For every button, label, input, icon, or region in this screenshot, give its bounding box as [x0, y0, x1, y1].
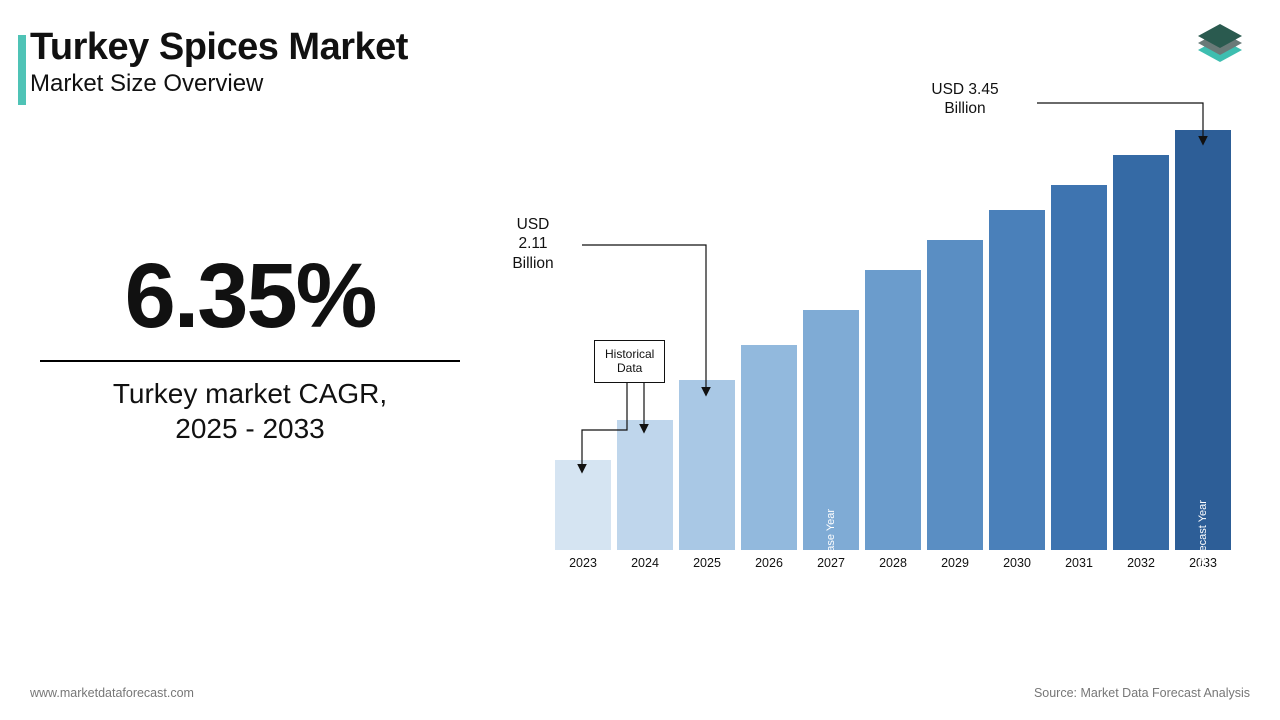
bar-vlabel-2027: Base Year [825, 509, 837, 559]
bar-2026 [741, 345, 797, 550]
bar-2032 [1113, 155, 1169, 550]
bar-2031 [1051, 185, 1107, 550]
bar-wrap-2030: 2030 [989, 210, 1045, 570]
bar-year-label-2023: 2023 [569, 556, 597, 570]
bar-2030 [989, 210, 1045, 550]
historical-line2: Data [617, 361, 642, 375]
bar-year-label-2025: 2025 [693, 556, 721, 570]
bar-2023 [555, 460, 611, 550]
cagr-caption: Turkey market CAGR, 2025 - 2033 [30, 376, 470, 446]
page-subtitle: Market Size Overview [30, 70, 408, 98]
bar-wrap-2033: Forecast Year2033 [1175, 130, 1231, 570]
title-accent-rule [18, 35, 26, 105]
bar-2029 [927, 240, 983, 550]
bar-year-label-2028: 2028 [879, 556, 907, 570]
callout-start-line1: USD [517, 216, 550, 233]
brand-logo [1190, 22, 1250, 74]
footer-source: Source: Market Data Forecast Analysis [1034, 686, 1250, 700]
callout-end-line1: USD 3.45 [931, 81, 998, 98]
bar-wrap-2031: 2031 [1051, 185, 1107, 570]
bar-2024 [617, 420, 673, 550]
bar-2027: Base Year [803, 310, 859, 550]
title-block: Turkey Spices Market Market Size Overvie… [30, 28, 408, 98]
callout-start-line2: 2.11 [518, 235, 547, 252]
cagr-value: 6.35% [30, 250, 470, 342]
historical-line1: Historical [605, 347, 654, 361]
bar-wrap-2023: 2023 [555, 460, 611, 570]
bar-year-label-2026: 2026 [755, 556, 783, 570]
bar-year-label-2029: 2029 [941, 556, 969, 570]
bar-wrap-2026: 2026 [741, 345, 797, 570]
cagr-divider [40, 360, 460, 362]
cagr-panel: 6.35% Turkey market CAGR, 2025 - 2033 [30, 250, 470, 446]
bar-wrap-2024: 2024 [617, 420, 673, 570]
bar-2025 [679, 380, 735, 550]
bar-year-label-2030: 2030 [1003, 556, 1031, 570]
cagr-caption-line2: 2025 - 2033 [175, 413, 324, 444]
stack-icon [1190, 22, 1250, 74]
bar-vlabel-2033: Forecast Year [1197, 500, 1209, 568]
bar-year-label-2024: 2024 [631, 556, 659, 570]
callout-start-value: USD 2.11 Billion [488, 215, 578, 273]
callout-end-value: USD 3.45 Billion [895, 80, 1035, 119]
page-title: Turkey Spices Market [30, 28, 408, 68]
bar-wrap-2028: 2028 [865, 270, 921, 570]
bar-2028 [865, 270, 921, 550]
bar-wrap-2025: 2025 [679, 380, 735, 570]
bar-year-label-2032: 2032 [1127, 556, 1155, 570]
bar-2033: Forecast Year [1175, 130, 1231, 550]
bar-wrap-2029: 2029 [927, 240, 983, 570]
callout-start-line3: Billion [512, 255, 553, 272]
page-root: Turkey Spices Market Market Size Overvie… [0, 0, 1280, 720]
callout-end-line2: Billion [944, 100, 985, 117]
bar-wrap-2027: Base Year2027 [803, 310, 859, 570]
cagr-caption-line1: Turkey market CAGR, [113, 378, 387, 409]
historical-data-box: Historical Data [594, 340, 665, 383]
bar-wrap-2032: 2032 [1113, 155, 1169, 570]
footer-url: www.marketdataforecast.com [30, 686, 194, 700]
bar-year-label-2031: 2031 [1065, 556, 1093, 570]
